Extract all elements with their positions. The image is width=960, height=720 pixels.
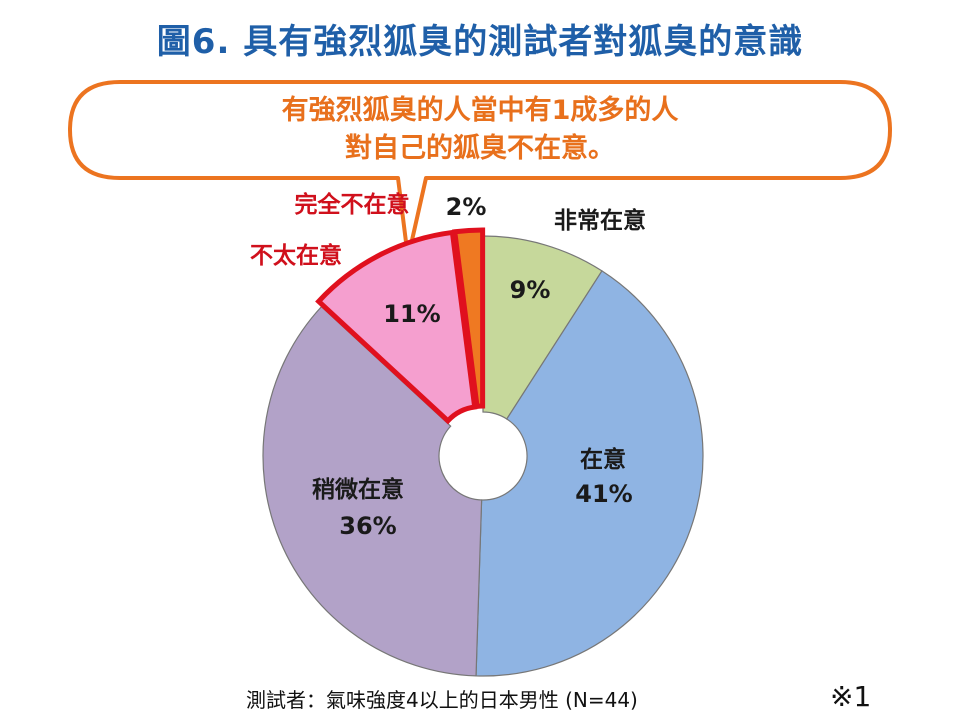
slice-value-label: 11%	[383, 300, 440, 328]
slice-label: 稍微在意	[312, 476, 404, 503]
callout-line-2: 對自己的狐臭不在意。	[345, 133, 615, 164]
slice-value-label: 9%	[510, 276, 551, 304]
slice-label: 非常在意	[554, 207, 646, 234]
pie-slice	[315, 229, 478, 425]
slice-value-label: 36%	[339, 512, 396, 540]
slice-value-label: 41%	[575, 480, 632, 508]
slice-label: 不太在意	[250, 242, 342, 269]
callout-outline	[68, 80, 892, 260]
callout-line-1: 有強烈狐臭的人當中有1成多的人	[281, 95, 679, 126]
pie-slice	[475, 270, 704, 677]
slice-label: 在意	[580, 446, 626, 473]
callout-text: 有強烈狐臭的人當中有1成多的人 對自己的狐臭不在意。	[70, 92, 890, 168]
slice-label: 完全不在意	[295, 191, 410, 218]
pie-slice	[482, 235, 603, 420]
footnote-mark: ※1	[830, 680, 872, 713]
pie-slice	[451, 227, 486, 410]
chart-title: 圖6. 具有強烈狐臭的測試者對狐臭的意識	[156, 22, 804, 62]
footnote: 測試者：氣味強度4以上的日本男性 (N=44)	[246, 688, 638, 712]
pie-slice	[262, 305, 483, 677]
slice-value-label: 2%	[446, 193, 487, 221]
